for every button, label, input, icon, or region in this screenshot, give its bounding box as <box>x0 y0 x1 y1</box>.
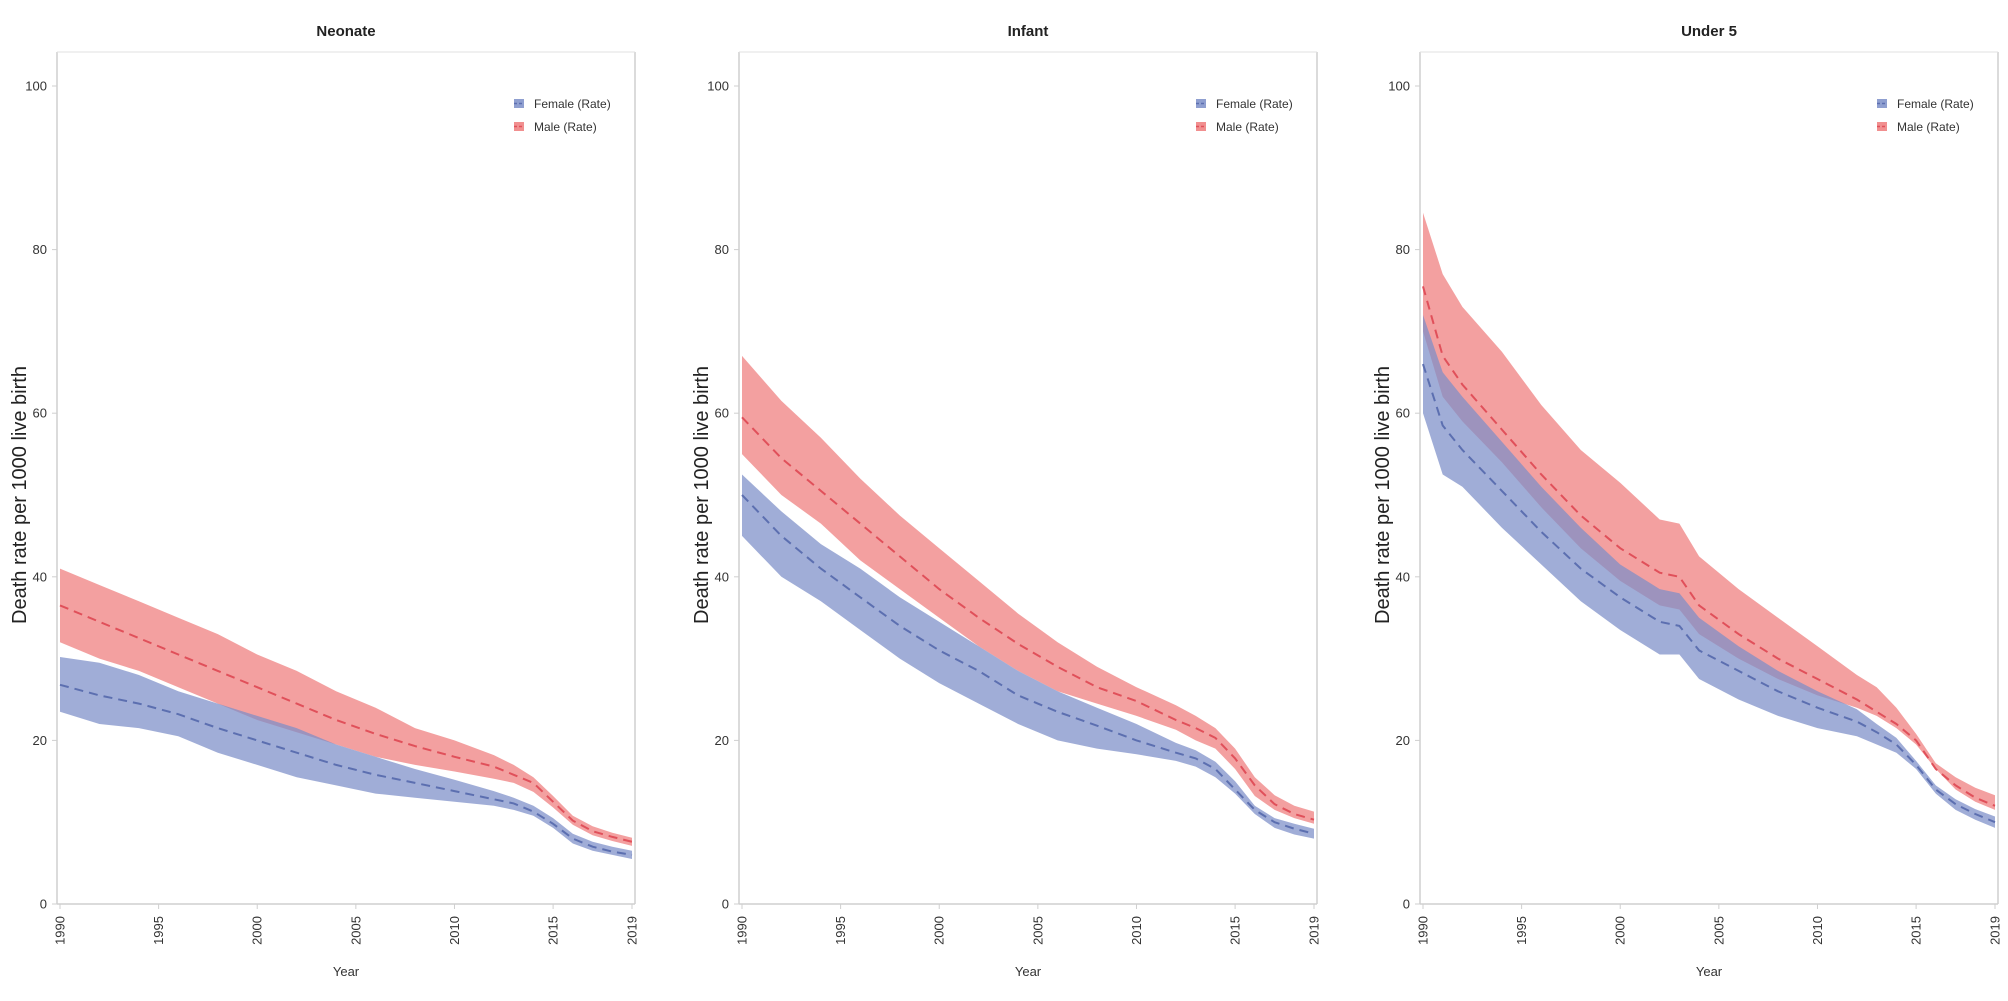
x-tick-label: 1995 <box>1514 916 1529 945</box>
y-tick-label: 60 <box>33 406 47 421</box>
y-tick-label: 0 <box>1403 897 1410 912</box>
y-axis-title: Death rate per 1000 live birth <box>9 366 31 624</box>
y-tick-label: 60 <box>1396 406 1410 421</box>
chart-panel: Neonate 0 20 40 60 80 100 1990 1995 2000 2005 2010 2… <box>9 23 640 979</box>
y-tick-label: 100 <box>707 79 729 94</box>
x-tick-label: 2015 <box>546 916 561 945</box>
y-tick-label: 100 <box>1388 79 1410 94</box>
x-tick-label: 2010 <box>447 916 462 945</box>
x-tick-label: 2005 <box>1030 916 1045 945</box>
y-tick-label: 80 <box>33 242 47 257</box>
panel-title: Under 5 <box>1681 23 1737 40</box>
male-mean-line <box>1422 286 1996 807</box>
x-tick-label: 2015 <box>1909 916 1924 945</box>
legend-label: Male (Rate) <box>1897 120 1960 134</box>
x-axis-title: Year <box>1015 964 1042 979</box>
x-tick-label: 1990 <box>53 916 68 945</box>
y-tick-label: 100 <box>25 79 47 94</box>
y-tick-label: 80 <box>1396 242 1410 257</box>
x-tick-label: 1990 <box>1416 916 1431 945</box>
male-band <box>60 568 632 846</box>
female-mean-line <box>741 494 1315 835</box>
female-band <box>60 657 632 859</box>
x-tick-label: 1990 <box>735 916 750 945</box>
y-tick-label: 20 <box>1396 733 1410 748</box>
male-mean-line <box>59 604 633 843</box>
x-tick-label: 1995 <box>833 916 848 945</box>
female-mean-line <box>1422 363 1996 824</box>
legend-label: Female (Rate) <box>1216 97 1293 111</box>
female-band <box>742 474 1314 839</box>
y-tick-label: 60 <box>715 406 729 421</box>
x-tick-label: 2000 <box>1613 916 1628 945</box>
y-axis-title: Death rate per 1000 live birth <box>1372 366 1394 624</box>
panel-title: Neonate <box>316 23 375 40</box>
y-tick-label: 40 <box>715 569 729 584</box>
y-tick-label: 80 <box>715 242 729 257</box>
x-tick-label: 2019 <box>1988 916 2003 945</box>
y-tick-label: 40 <box>33 569 47 584</box>
x-tick-label: 2015 <box>1228 916 1243 945</box>
x-tick-label: 1995 <box>151 916 166 945</box>
chart-panel: Infant 0 20 40 60 80 100 1990 1995 2000 2005 2010 20… <box>691 23 1322 979</box>
y-tick-label: 0 <box>722 897 729 912</box>
y-axis-title: Death rate per 1000 live birth <box>691 366 713 624</box>
y-tick-label: 20 <box>715 733 729 748</box>
x-tick-label: 2019 <box>1307 916 1322 945</box>
y-tick-label: 20 <box>33 733 47 748</box>
x-axis-title: Year <box>333 964 360 979</box>
legend-label: Female (Rate) <box>534 97 611 111</box>
x-tick-label: 2000 <box>250 916 265 945</box>
x-tick-label: 2019 <box>625 916 640 945</box>
legend-label: Male (Rate) <box>534 120 597 134</box>
y-tick-label: 0 <box>40 897 47 912</box>
male-mean-line <box>741 416 1315 821</box>
x-tick-label: 2005 <box>1711 916 1726 945</box>
x-tick-label: 2010 <box>1810 916 1825 945</box>
y-tick-label: 40 <box>1396 569 1410 584</box>
panel-title: Infant <box>1008 23 1049 40</box>
male-band <box>742 355 1314 824</box>
female-mean-line <box>59 683 633 856</box>
legend-label: Female (Rate) <box>1897 97 1974 111</box>
legend-label: Male (Rate) <box>1216 120 1279 134</box>
x-axis-title: Year <box>1696 964 1723 979</box>
x-tick-label: 2000 <box>932 916 947 945</box>
x-tick-label: 2005 <box>348 916 363 945</box>
chart-panel: Under 5 0 20 40 60 80 100 1990 1995 2000 2005 2010 2… <box>1372 23 2003 979</box>
x-tick-label: 2010 <box>1129 916 1144 945</box>
